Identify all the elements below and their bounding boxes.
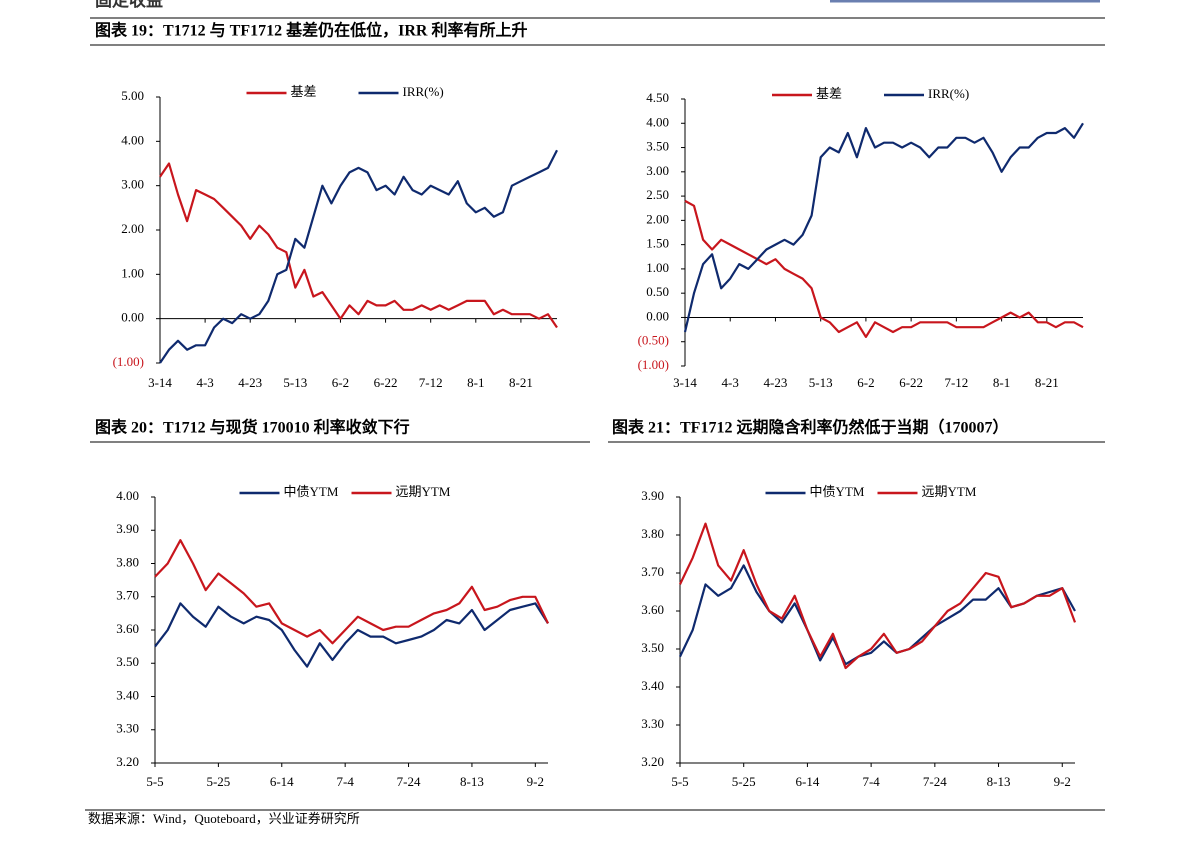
- data-line: [683, 122, 1084, 333]
- y-tick-label: 0.00: [646, 308, 669, 323]
- y-tick-label: 3.50: [641, 640, 664, 655]
- y-tick-label: 3.40: [116, 687, 139, 702]
- x-tick-label: 6-14: [270, 774, 294, 789]
- legend-label: 中债YTM: [284, 484, 339, 499]
- y-tick-label: 3.60: [641, 602, 664, 617]
- y-tick-label: 1.50: [646, 236, 669, 251]
- y-tick-label: 2.50: [646, 187, 669, 202]
- y-tick-label: 2.00: [121, 221, 144, 236]
- legend-label: 中债YTM: [810, 484, 865, 499]
- y-tick-label: 4.00: [121, 132, 144, 147]
- legend-label: IRR(%): [403, 84, 444, 99]
- x-tick-label: 9-2: [1054, 774, 1071, 789]
- y-tick-label: 1.00: [646, 260, 669, 275]
- x-tick-label: 7-24: [923, 774, 947, 789]
- y-tick-label: (0.50): [638, 333, 669, 348]
- x-tick-label: 5-5: [146, 774, 163, 789]
- y-tick-label: 3.30: [116, 721, 139, 736]
- y-tick-label: 5.00: [121, 88, 144, 103]
- x-tick-label: 5-13: [283, 375, 307, 390]
- legend-label: 远期YTM: [396, 484, 451, 499]
- data-line: [679, 522, 1077, 670]
- x-tick-label: 8-13: [460, 774, 484, 789]
- x-tick-label: 7-4: [862, 774, 880, 789]
- x-tick-label: 3-14: [148, 375, 172, 390]
- y-tick-label: (1.00): [638, 357, 669, 372]
- legend-label: IRR(%): [928, 86, 969, 101]
- x-tick-label: 6-2: [332, 375, 349, 390]
- y-tick-label: 3.20: [641, 754, 664, 769]
- y-tick-label: 4.00: [646, 114, 669, 129]
- x-tick-label: 4-3: [722, 375, 739, 390]
- y-tick-label: 3.50: [116, 654, 139, 669]
- data-line: [154, 539, 549, 645]
- legend-label: 基差: [291, 84, 317, 99]
- y-tick-label: 3.90: [116, 521, 139, 536]
- figure-title: 图表 20：T1712 与现货 170010 利率收敛下行: [95, 418, 410, 437]
- x-tick-label: 8-1: [993, 375, 1010, 390]
- source-note: 数据来源：Wind，Quoteboard，兴业证券研究所: [88, 811, 360, 826]
- y-tick-label: 3.40: [641, 678, 664, 693]
- x-tick-label: 5-25: [206, 774, 230, 789]
- y-tick-label: 3.70: [116, 588, 139, 603]
- y-tick-label: 3.70: [641, 564, 664, 579]
- y-tick-label: 3.90: [641, 488, 664, 503]
- x-tick-label: 8-21: [509, 375, 533, 390]
- x-tick-label: 3-14: [673, 375, 697, 390]
- y-tick-label: 3.30: [641, 716, 664, 731]
- x-tick-label: 7-24: [397, 774, 421, 789]
- x-tick-label: 6-14: [795, 774, 819, 789]
- y-tick-label: 3.00: [121, 177, 144, 192]
- x-tick-label: 4-3: [196, 375, 213, 390]
- figure-title: 图表 19：T1712 与 TF1712 基差仍在低位，IRR 利率有所上升: [95, 21, 527, 40]
- x-tick-label: 8-21: [1035, 375, 1059, 390]
- figure-title: 图表 21：TF1712 远期隐含利率仍然低于当期（170007）: [612, 418, 1008, 437]
- x-tick-label: 5-25: [732, 774, 756, 789]
- data-line: [154, 602, 549, 668]
- y-tick-label: 3.60: [116, 621, 139, 636]
- y-tick-label: 3.00: [646, 163, 669, 178]
- y-tick-label: 3.50: [646, 139, 669, 154]
- y-tick-label: 0.00: [121, 310, 144, 325]
- data-line: [679, 564, 1076, 666]
- data-line: [159, 149, 558, 364]
- x-tick-label: 6-22: [899, 375, 923, 390]
- x-tick-label: 4-23: [238, 375, 262, 390]
- x-tick-label: 6-2: [857, 375, 874, 390]
- data-line: [159, 162, 558, 329]
- x-tick-label: 5-5: [671, 774, 688, 789]
- y-tick-label: 3.80: [641, 526, 664, 541]
- y-tick-label: 2.00: [646, 211, 669, 226]
- legend-label: 远期YTM: [922, 484, 977, 499]
- y-tick-label: 4.00: [116, 488, 139, 503]
- x-tick-label: 8-13: [987, 774, 1011, 789]
- y-tick-label: 0.50: [646, 284, 669, 299]
- x-tick-label: 8-1: [467, 375, 484, 390]
- legend-label: 基差: [816, 86, 842, 101]
- y-tick-label: (1.00): [113, 354, 144, 369]
- data-line: [684, 199, 1084, 338]
- section-header: 固定收益: [95, 0, 163, 10]
- x-tick-label: 5-13: [809, 375, 833, 390]
- x-tick-label: 7-12: [944, 375, 968, 390]
- x-tick-label: 7-12: [419, 375, 443, 390]
- x-tick-label: 4-23: [764, 375, 788, 390]
- y-tick-label: 3.20: [116, 754, 139, 769]
- x-tick-label: 9-2: [527, 774, 544, 789]
- y-tick-label: 1.00: [121, 265, 144, 280]
- y-tick-label: 4.50: [646, 90, 669, 105]
- x-tick-label: 6-22: [374, 375, 398, 390]
- y-tick-label: 3.80: [116, 554, 139, 569]
- x-tick-label: 7-4: [336, 774, 354, 789]
